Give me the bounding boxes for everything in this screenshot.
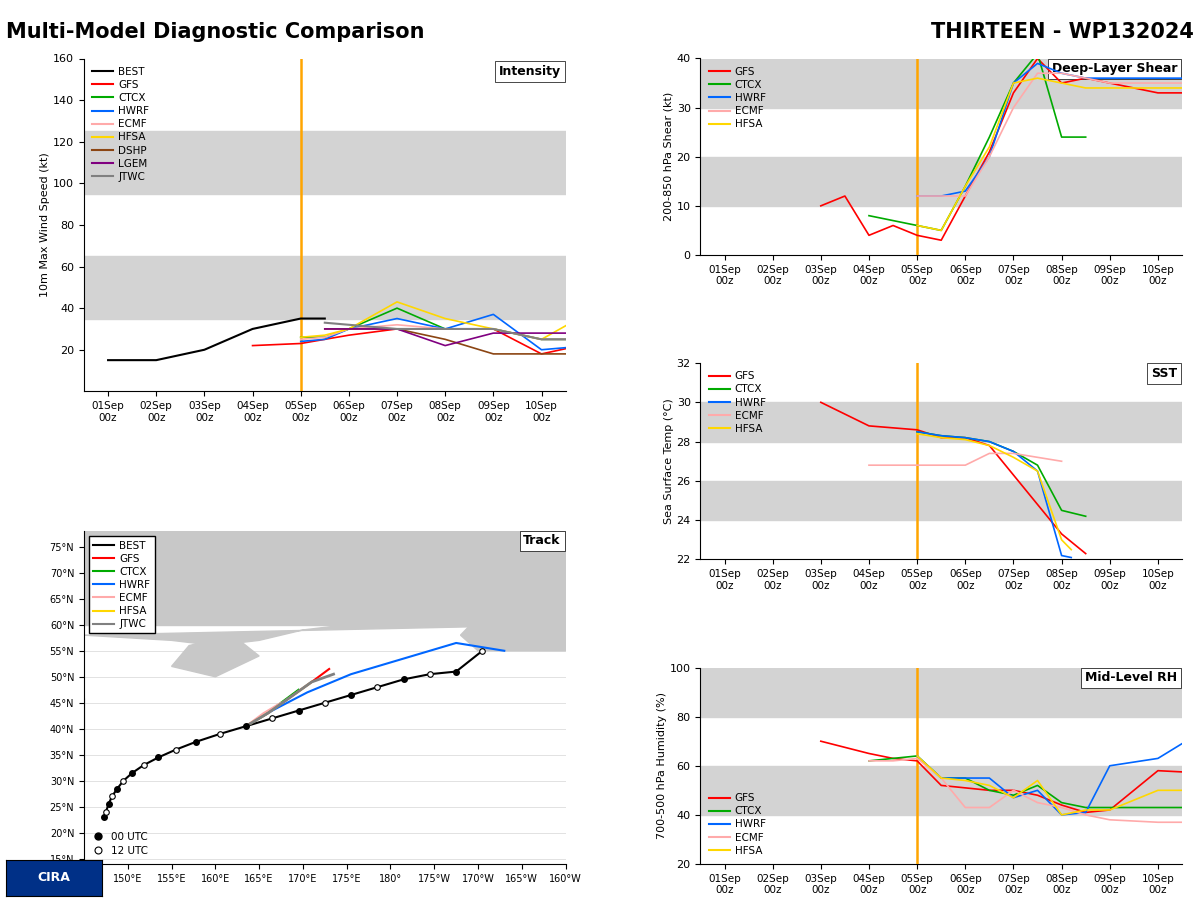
Bar [701, 668, 1182, 716]
Legend: GFS, CTCX, HWRF, ECMF, HFSA: GFS, CTCX, HWRF, ECMF, HFSA [706, 64, 769, 132]
Bar [701, 157, 1182, 206]
Legend: BEST, GFS, CTCX, HWRF, ECMF, HFSA, DSHP, LGEM, JTWC: BEST, GFS, CTCX, HWRF, ECMF, HFSA, DSHP,… [89, 64, 152, 185]
Y-axis label: 200-850 hPa Shear (kt): 200-850 hPa Shear (kt) [664, 92, 673, 221]
Bar [701, 58, 1182, 108]
Legend: GFS, CTCX, HWRF, ECMF, HFSA: GFS, CTCX, HWRF, ECMF, HFSA [706, 790, 769, 859]
Y-axis label: 10m Max Wind Speed (kt): 10m Max Wind Speed (kt) [41, 153, 50, 297]
Y-axis label: Sea Surface Temp (°C): Sea Surface Temp (°C) [664, 399, 673, 524]
Polygon shape [84, 598, 565, 645]
Bar [701, 481, 1182, 520]
Bar [701, 766, 1182, 814]
Text: Multi-Model Diagnostic Comparison: Multi-Model Diagnostic Comparison [6, 22, 425, 42]
Polygon shape [172, 635, 259, 677]
Legend: 00 UTC, 12 UTC: 00 UTC, 12 UTC [89, 828, 151, 859]
Text: THIRTEEN - WP132024: THIRTEEN - WP132024 [931, 22, 1194, 42]
Legend: GFS, CTCX, HWRF, ECMF, HFSA: GFS, CTCX, HWRF, ECMF, HFSA [706, 368, 769, 437]
Polygon shape [522, 531, 565, 615]
Bar [84, 131, 565, 194]
Polygon shape [84, 531, 565, 625]
Text: Mid-Level RH: Mid-Level RH [1085, 671, 1177, 685]
Text: Deep-Layer Shear: Deep-Layer Shear [1051, 62, 1177, 76]
Y-axis label: 700-500 hPa Humidity (%): 700-500 hPa Humidity (%) [656, 692, 667, 840]
Text: CIRA: CIRA [37, 871, 71, 884]
Polygon shape [0, 713, 58, 781]
Text: Track: Track [523, 535, 560, 547]
Text: SST: SST [1151, 367, 1177, 380]
Polygon shape [0, 718, 14, 765]
Polygon shape [0, 698, 84, 781]
Text: Intensity: Intensity [499, 65, 560, 78]
Bar [84, 256, 565, 319]
Polygon shape [461, 531, 565, 651]
Bar [701, 402, 1182, 442]
